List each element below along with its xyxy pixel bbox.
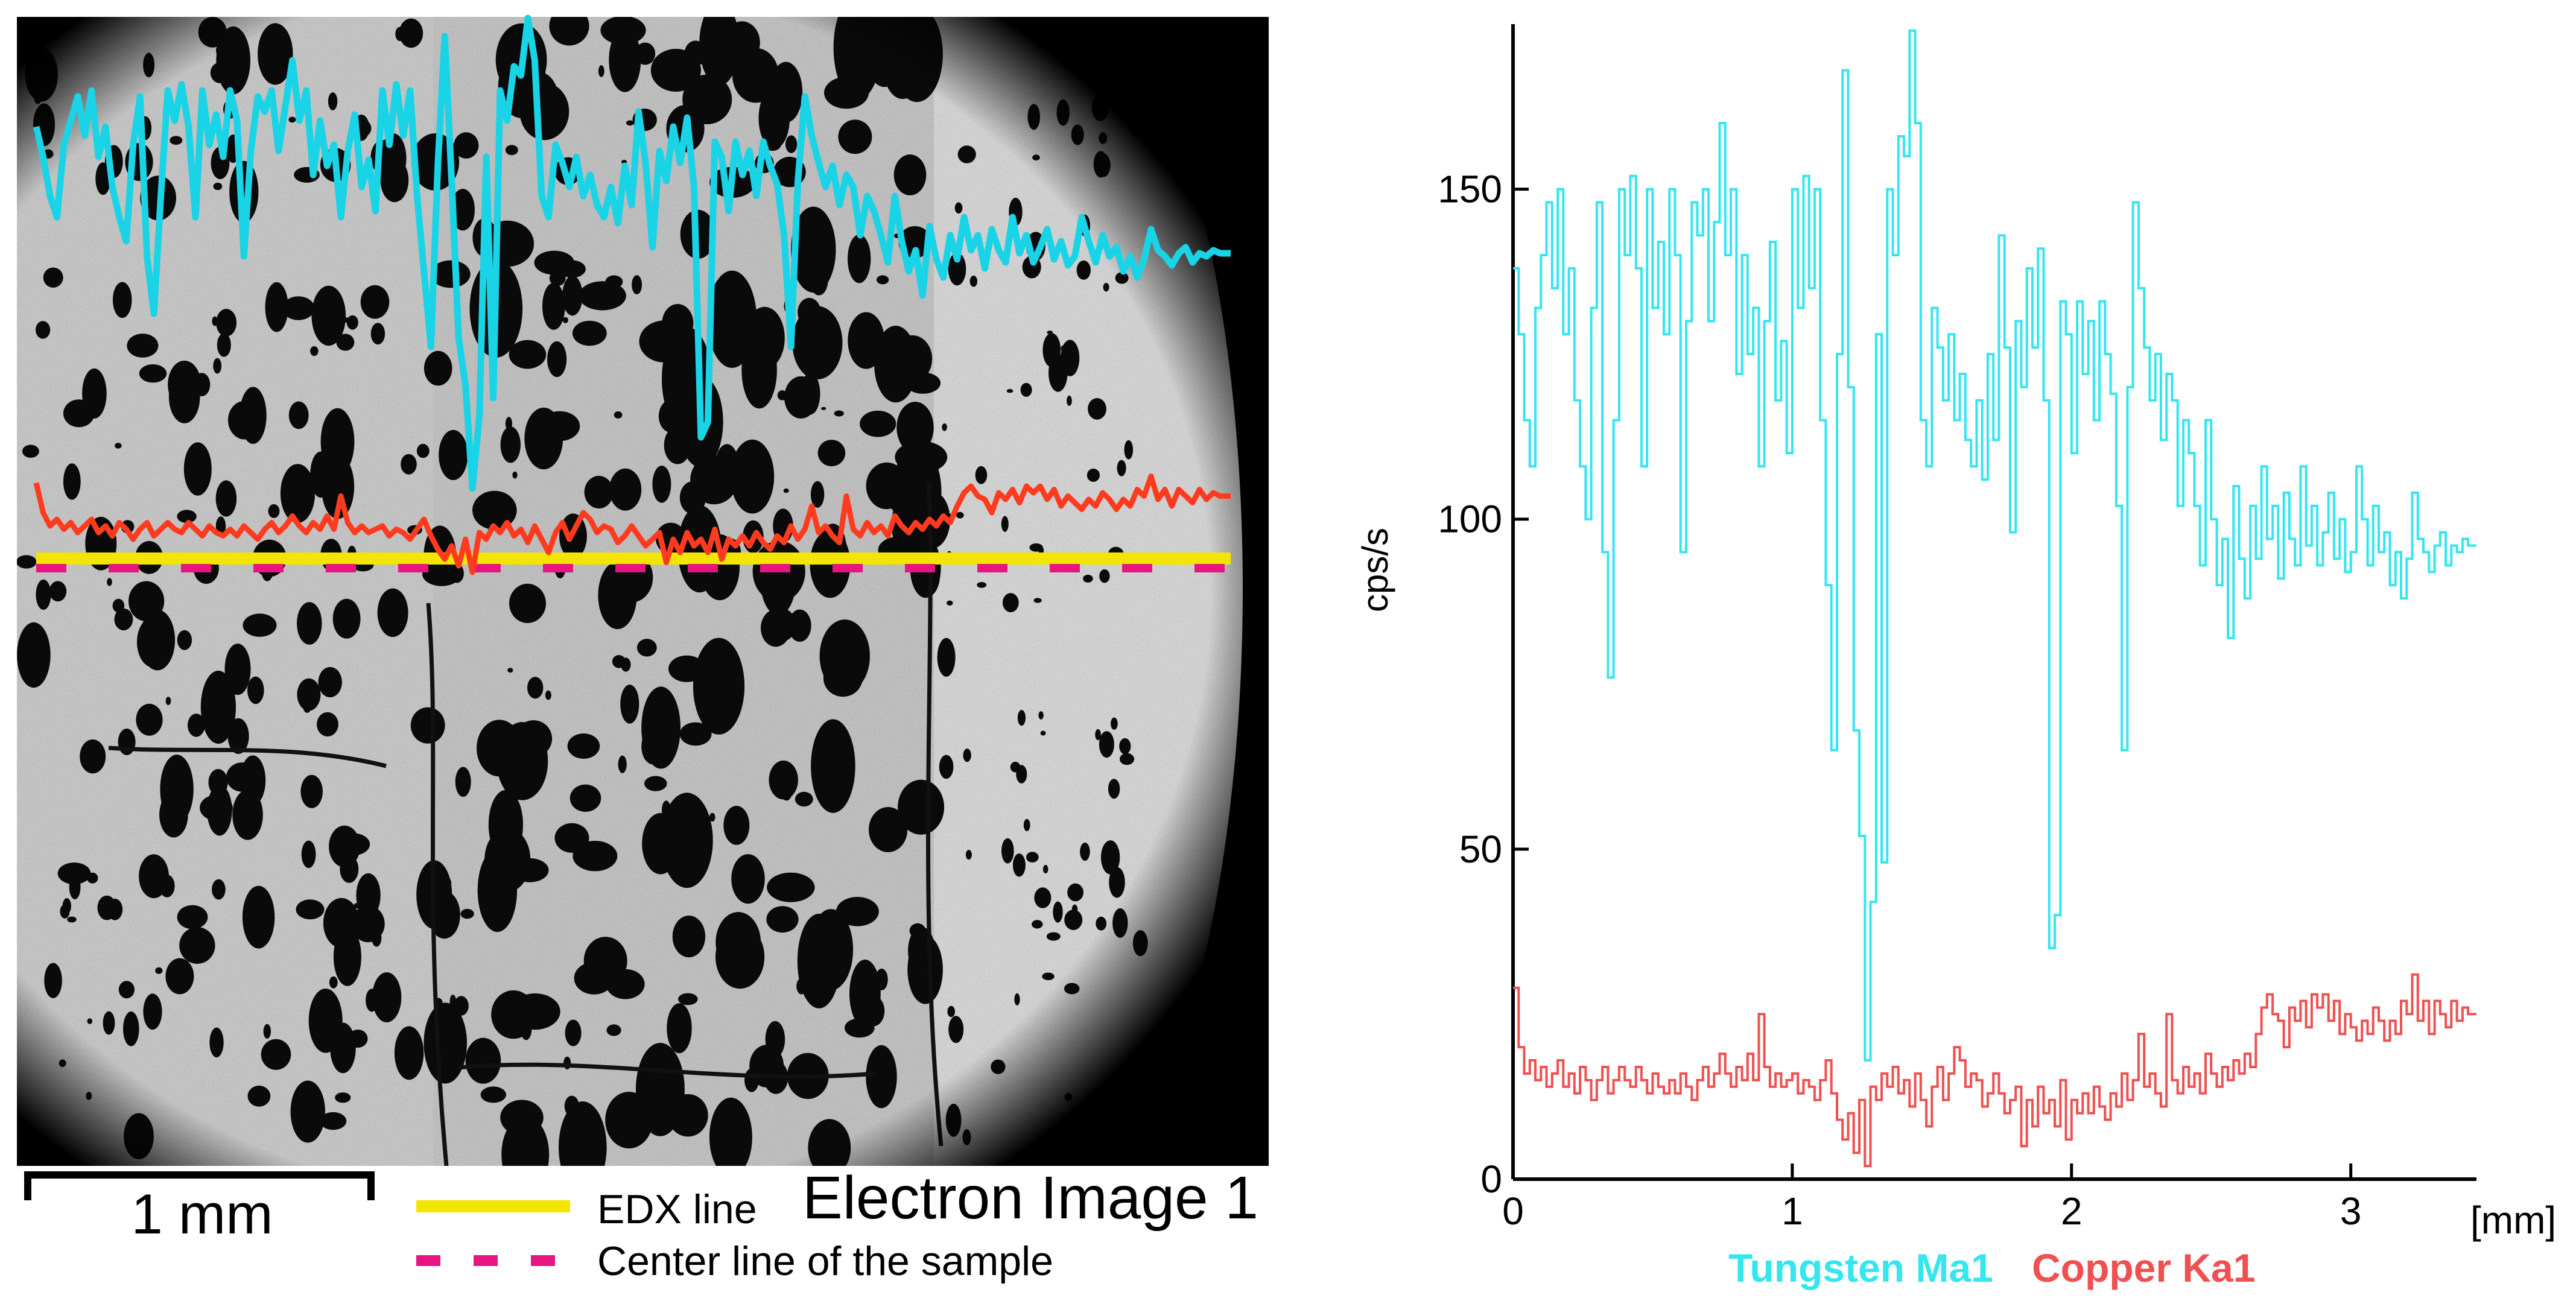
legend-center-label: Center line of the sample: [597, 1238, 1053, 1284]
electron-image-panel: 1 mm EDX line Center line of the sample …: [17, 14, 1269, 1284]
y-tick-label: 50: [1459, 828, 1502, 871]
edx-line-scan-chart: 0 50 100 150 0 1 2 3 cps/s [mm] Tungsten Ma1 C…: [1355, 24, 2556, 1290]
y-axis-label: cps/s: [1355, 528, 1395, 612]
x-tick-label: 2: [2061, 1189, 2083, 1233]
legend-copper-label: Copper Ka1: [2032, 1246, 2255, 1290]
legend-edx-label: EDX line: [597, 1186, 757, 1232]
x-tick-label: 0: [1502, 1189, 1524, 1233]
x-tick-label: 1: [1781, 1189, 1803, 1233]
micrograph-edge-shading: [17, 17, 1269, 1166]
legend-tungsten-label: Tungsten Ma1: [1728, 1246, 1993, 1290]
image-label: Electron Image 1: [802, 1164, 1258, 1232]
copper-overlay-line: [33, 473, 1231, 575]
series-line-copper: [1513, 973, 2476, 1168]
scale-bar-label: 1 mm: [132, 1182, 273, 1246]
series-line-tungsten: [1513, 29, 2476, 1062]
micrograph-right-dark-corner: [1134, 17, 1269, 1166]
y-tick-label: 100: [1438, 498, 1502, 541]
x-ticks: 0 1 2 3: [1502, 1163, 2361, 1233]
y-ticks: 0 50 100 150: [1438, 168, 1529, 1201]
x-axis-label: [mm]: [2470, 1198, 2556, 1242]
x-tick-label: 3: [2340, 1189, 2362, 1233]
y-tick-label: 0: [1480, 1157, 1502, 1201]
tungsten-overlay-line: [33, 14, 1231, 492]
y-tick-label: 150: [1438, 168, 1502, 211]
